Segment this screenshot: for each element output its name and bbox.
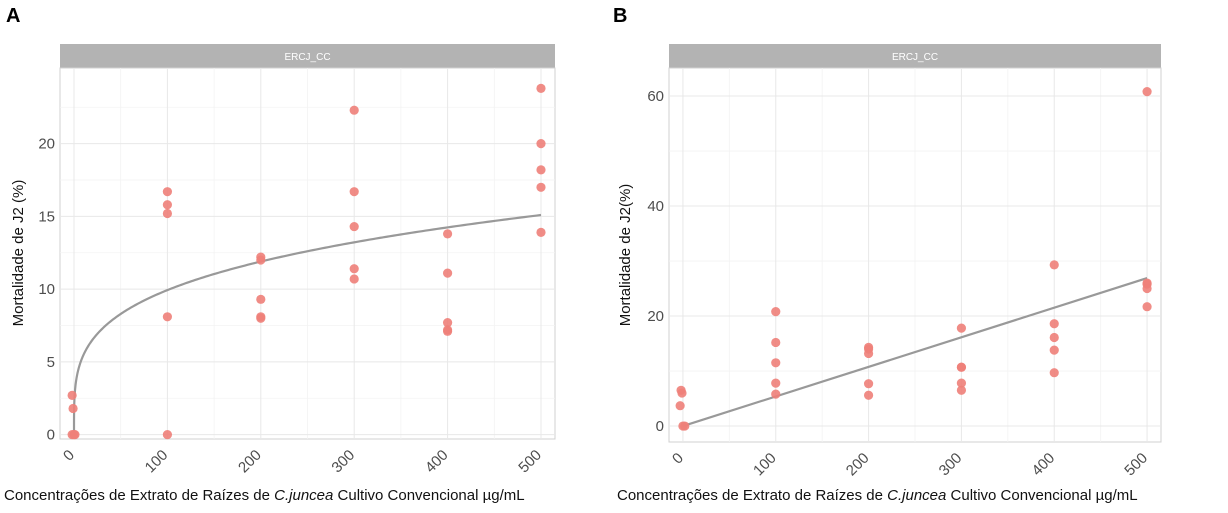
data-point <box>956 323 967 333</box>
panel-a-x-title-italic: C.juncea <box>274 487 333 504</box>
data-point <box>956 378 967 388</box>
panel-a-x-title-suffix: Cultivo Convencional µg/mL <box>333 487 524 504</box>
x-tick-label: 0 <box>60 447 78 465</box>
panel-b-y-ticks: 0 20 40 60 <box>647 88 664 435</box>
panel-b-points <box>675 87 1152 431</box>
data-point <box>256 294 266 304</box>
data-point <box>771 389 781 399</box>
x-tick-label: 400 <box>1029 450 1059 480</box>
panel-a: A ERCJ_CC 0 5 10 15 20 0 100 200 300 400 500 Mort… <box>4 5 556 504</box>
data-point <box>680 421 690 431</box>
data-point <box>162 312 173 322</box>
data-point <box>1049 332 1059 343</box>
data-point <box>1142 87 1152 97</box>
panel-a-x-title-prefix: Concentrações de Extrato de Raízes de <box>4 487 274 504</box>
panel-b-strip <box>669 44 1161 68</box>
data-point <box>349 221 359 232</box>
data-point <box>442 268 453 278</box>
data-point <box>162 430 173 440</box>
fit-curve <box>72 213 542 435</box>
panel-a-points <box>67 83 546 440</box>
x-tick-label: 300 <box>328 447 358 477</box>
data-point <box>256 255 266 265</box>
data-point <box>675 401 685 411</box>
panel-a-x-axis-title: Concentrações de Extrato de Raízes de C.… <box>4 487 525 504</box>
y-tick-label: 20 <box>647 308 664 325</box>
x-tick-label: 0 <box>669 450 687 468</box>
data-point <box>863 390 874 400</box>
data-point <box>349 264 359 274</box>
panel-a-strip <box>60 44 555 68</box>
x-tick-label: 200 <box>235 447 265 477</box>
y-tick-label: 40 <box>647 198 664 215</box>
data-point <box>68 403 78 414</box>
panel-b-x-ticks: 0 100 200 300 400 500 <box>669 450 1151 480</box>
x-tick-label: 100 <box>750 450 780 480</box>
y-tick-label: 0 <box>656 418 664 435</box>
data-point <box>442 326 453 336</box>
panel-a-strip-label: ERCJ_CC <box>284 52 330 63</box>
data-point <box>771 378 781 388</box>
data-point <box>771 358 781 368</box>
data-point <box>863 348 874 359</box>
panel-a-grid <box>60 68 555 439</box>
x-tick-label: 200 <box>843 450 873 480</box>
x-tick-label: 500 <box>1121 450 1151 480</box>
panel-a-x-ticks: 0 100 200 300 400 500 <box>60 447 545 477</box>
panel-b-fit-layer <box>682 277 1148 428</box>
data-point <box>536 182 546 192</box>
data-point <box>956 385 967 395</box>
data-point <box>70 430 80 440</box>
data-point <box>349 274 359 284</box>
panel-b-x-axis-title: Concentrações de Extrato de Raízes de C.… <box>617 487 1138 504</box>
y-tick-label: 60 <box>647 88 664 105</box>
data-point <box>1049 368 1059 378</box>
data-point <box>771 307 781 317</box>
x-tick-label: 100 <box>142 447 172 477</box>
data-point <box>1049 319 1059 329</box>
data-point <box>1142 302 1152 312</box>
fit-curve <box>682 277 1148 428</box>
data-point <box>349 187 359 197</box>
panel-b-letter: B <box>613 5 627 27</box>
data-point <box>442 318 453 328</box>
data-point <box>771 337 781 348</box>
data-point <box>677 388 687 398</box>
panel-b-x-title-suffix: Cultivo Convencional µg/mL <box>946 487 1137 504</box>
panel-b-x-title-italic: C.juncea <box>887 487 946 504</box>
x-tick-label: 400 <box>422 447 452 477</box>
data-point <box>1049 345 1059 355</box>
panel-a-fit-layer <box>72 213 542 435</box>
data-point <box>536 165 546 175</box>
y-tick-label: 0 <box>47 427 55 444</box>
data-point <box>536 227 546 238</box>
data-point <box>442 229 453 239</box>
panel-b: B ERCJ_CC 0 20 40 60 0 100 200 300 400 500 Morta… <box>613 5 1162 504</box>
data-point <box>536 83 546 93</box>
x-tick-label: 500 <box>515 447 545 477</box>
panel-b-y-axis-title: Mortalidade de J2(%) <box>617 184 634 327</box>
data-point <box>956 362 967 372</box>
data-point <box>162 200 173 210</box>
data-point <box>162 187 173 197</box>
data-point <box>1049 260 1059 270</box>
data-point <box>67 390 77 400</box>
data-point <box>162 208 173 219</box>
data-point <box>349 105 359 115</box>
x-tick-label: 300 <box>936 450 966 480</box>
data-point <box>536 139 546 149</box>
panel-a-y-axis-title: Mortalidade de J2 (%) <box>10 180 27 327</box>
data-point <box>863 379 874 389</box>
y-tick-label: 10 <box>38 281 55 298</box>
data-point <box>1142 283 1152 294</box>
y-tick-label: 20 <box>38 136 55 153</box>
data-point <box>256 313 266 323</box>
panel-b-x-title-prefix: Concentrações de Extrato de Raízes de <box>617 487 887 504</box>
panel-b-strip-label: ERCJ_CC <box>892 52 938 63</box>
y-tick-label: 15 <box>38 208 55 225</box>
panel-a-y-ticks: 0 5 10 15 20 <box>38 136 55 444</box>
panel-a-letter: A <box>6 5 20 27</box>
y-tick-label: 5 <box>47 354 55 371</box>
